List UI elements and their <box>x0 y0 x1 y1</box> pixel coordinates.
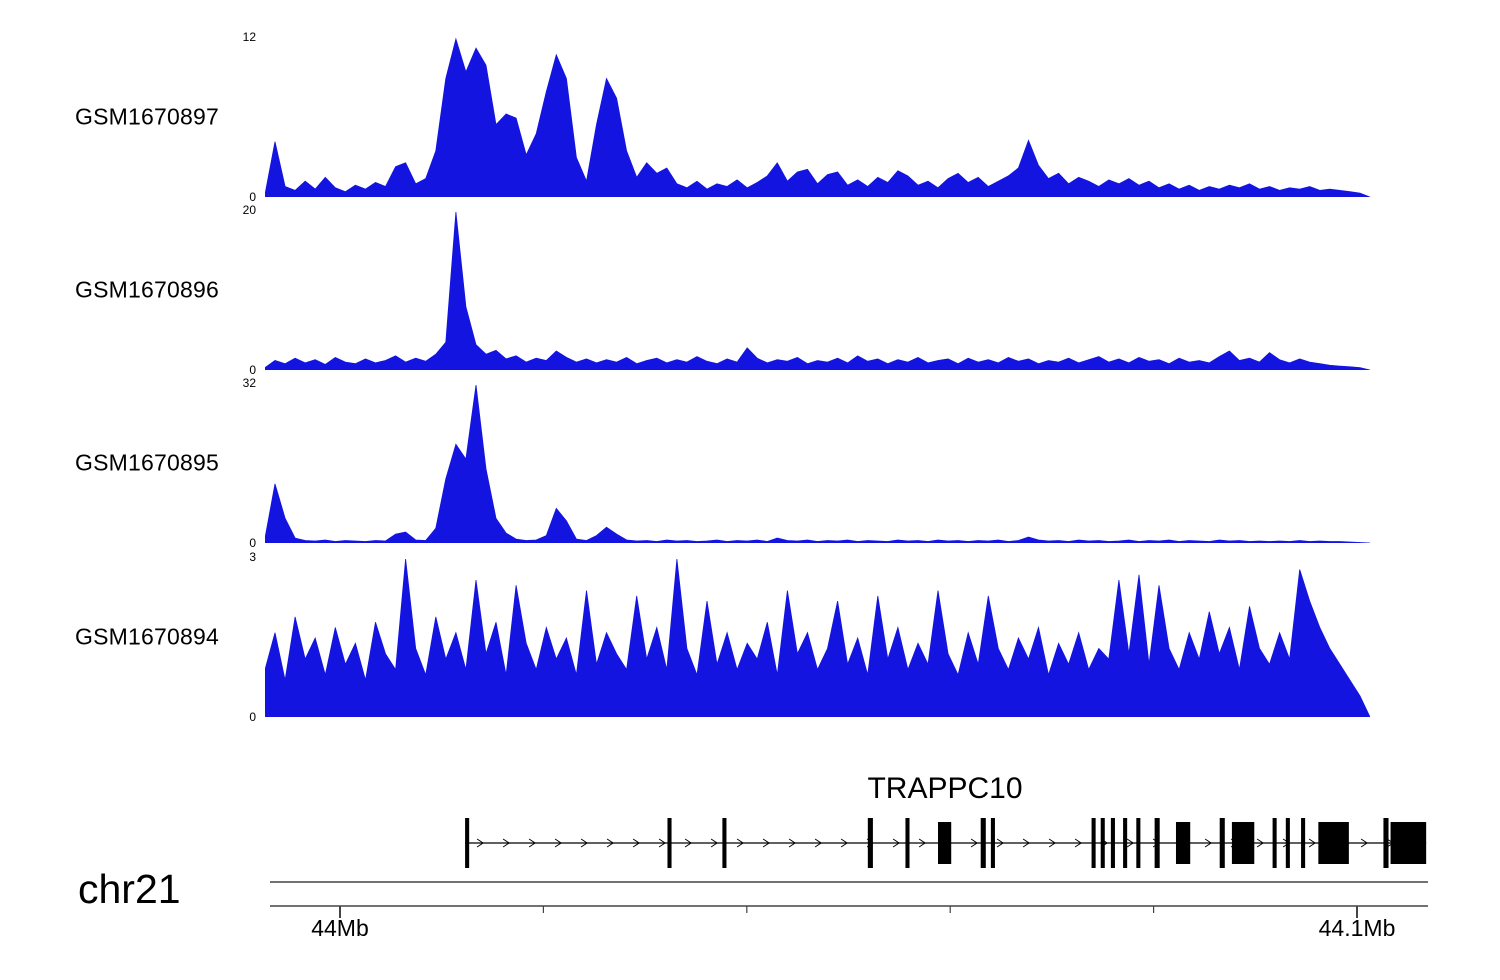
y-axis-max-label: 20 <box>242 203 256 217</box>
track-label: GSM1670895 <box>75 449 219 476</box>
gene-name-label: TRAPPC10 <box>867 772 1023 805</box>
y-axis-max-label: 3 <box>249 550 256 564</box>
y-axis-max-label: 32 <box>242 376 256 390</box>
ruler-tick-label-end: 44.1Mb <box>1318 915 1396 941</box>
coverage-track-gsm1670896: GSM1670896 20 0 <box>0 203 1500 377</box>
coverage-signal-plot <box>265 37 1370 197</box>
ruler-tick-label-start: 44Mb <box>311 915 369 941</box>
coverage-signal-plot <box>265 558 1370 717</box>
y-axis-max-label: 12 <box>242 30 256 44</box>
track-label: GSM1670897 <box>75 103 219 130</box>
coverage-track-gsm1670895: GSM1670895 32 0 <box>0 376 1500 550</box>
coverage-track-gsm1670897: GSM1670897 12 0 <box>0 30 1500 204</box>
coverage-track-gsm1670894: GSM1670894 3 0 <box>0 550 1500 724</box>
y-axis-zero-label: 0 <box>249 363 256 377</box>
track-label: GSM1670894 <box>75 623 219 650</box>
track-label: GSM1670896 <box>75 276 219 303</box>
y-axis-zero-label: 0 <box>249 710 256 724</box>
coverage-signal-plot <box>265 211 1370 370</box>
chromosome-label: chr21 <box>78 866 181 912</box>
coverage-signal-plot <box>265 384 1370 543</box>
y-axis-zero-label: 0 <box>249 190 256 204</box>
gene-model <box>465 818 1427 868</box>
y-axis-zero-label: 0 <box>249 536 256 550</box>
genome-ruler <box>270 881 1428 918</box>
